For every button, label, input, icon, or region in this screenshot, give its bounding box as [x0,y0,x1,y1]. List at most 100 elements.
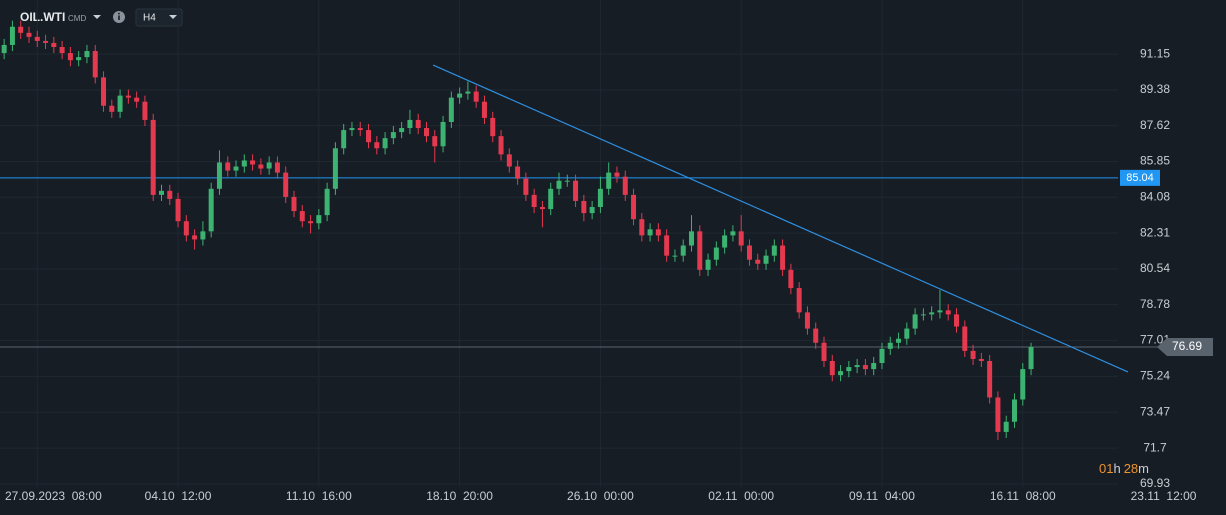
candle-body [101,77,107,106]
candle-body [1028,347,1034,370]
market: CMD [68,14,86,23]
countdown-hours: 01 [1099,461,1113,476]
candle-body [995,397,1001,432]
candle-body [987,360,993,398]
y-tick-label: 73.47 [1140,404,1170,418]
candle-body [755,259,761,264]
timeframe: H4 [143,13,156,24]
candle-body [448,97,454,122]
candle-body [1020,369,1026,400]
candle-body [457,93,463,98]
candle-body [904,328,910,339]
countdown-m: m [1138,461,1149,476]
x-tick-label: 27.09.2023 08:00 [5,489,102,503]
candle-body [167,190,173,199]
candle-body [730,231,736,236]
candle-body [183,221,189,236]
candle-body [134,97,140,102]
symbol[interactable]: OIL.WTI [20,10,65,24]
candle-body [539,207,545,210]
price-label: 76.69 [1172,339,1202,353]
y-tick-label: 78.78 [1140,297,1170,311]
y-tick-label: 85.85 [1140,154,1170,168]
candle-body [846,367,852,372]
candle-body [233,166,239,171]
x-tick-label: 02.11 00:00 [708,489,774,503]
symbol-dropdown[interactable] [93,15,101,19]
candle-body [266,162,272,169]
countdown-minutes: 28 [1124,461,1138,476]
candle-body [929,312,935,315]
candle-body [937,310,943,313]
candle-body [349,128,355,131]
candle-body [506,154,512,167]
y-tick-label: 87.62 [1140,118,1170,132]
candle-body [9,26,15,45]
candle-body [978,358,984,361]
candle-body [341,130,347,149]
candle-body [738,231,744,246]
candle-body [804,312,810,329]
candle-body [689,231,695,246]
candle-body [680,245,686,256]
candle-body [59,46,65,54]
candle-body [308,221,314,224]
candle-body [655,229,661,236]
candle-body [664,235,670,256]
candle-body [622,176,628,195]
candle-body [548,188,554,210]
candle-body [415,119,421,129]
candle-body [465,91,471,94]
candle-body [796,288,802,313]
candle-body [713,247,719,260]
candle-body [382,138,388,149]
candle-body [780,245,786,270]
trendline [432,64,1129,373]
candle-body [564,180,570,182]
candle-body [76,57,82,61]
x-tick-label: 23.11 12:00 [1131,489,1197,503]
candle-body [274,162,280,173]
candle-body [763,255,769,264]
level-label-box [1120,169,1160,186]
timeframe-box[interactable] [135,8,183,27]
candle-body [481,101,487,118]
candle-body [614,172,620,177]
candle-body [573,180,579,201]
candle-body [606,172,612,189]
x-tick-label: 11.10 16:00 [286,489,352,503]
y-tick-label: 75.24 [1140,369,1170,383]
x-tick-label: 18.10 20:00 [426,489,493,503]
candle-body [34,36,40,41]
candle-body [117,95,123,112]
candle-body [92,51,98,78]
candle-body [498,136,504,155]
candle-body [423,128,429,137]
candle-body [871,363,877,370]
candle-body [912,314,918,329]
candle-body [374,142,380,149]
candle-body [432,136,438,147]
candle-body [954,314,960,327]
candle-body [407,119,413,129]
info-icon-dot [118,12,120,15]
x-tick-label: 04.10 12:00 [145,489,212,503]
y-tick-label: 89.38 [1140,82,1170,96]
y-tick-label: 71.7 [1143,440,1167,454]
candle-body [357,128,363,131]
candle-body [531,194,537,208]
price-label-box [1157,338,1213,357]
candle-body [125,95,131,98]
x-tick-label: 09.11 04:00 [849,489,915,503]
candle-body [250,160,256,165]
candle-body [1,44,7,54]
candle-body [84,51,90,58]
candle-body [515,166,521,179]
candle-body [192,235,198,240]
candle-body [283,172,289,197]
candle-body [639,219,645,236]
candle-body [299,211,305,222]
candle-body [597,188,603,208]
candle-body [838,371,844,376]
